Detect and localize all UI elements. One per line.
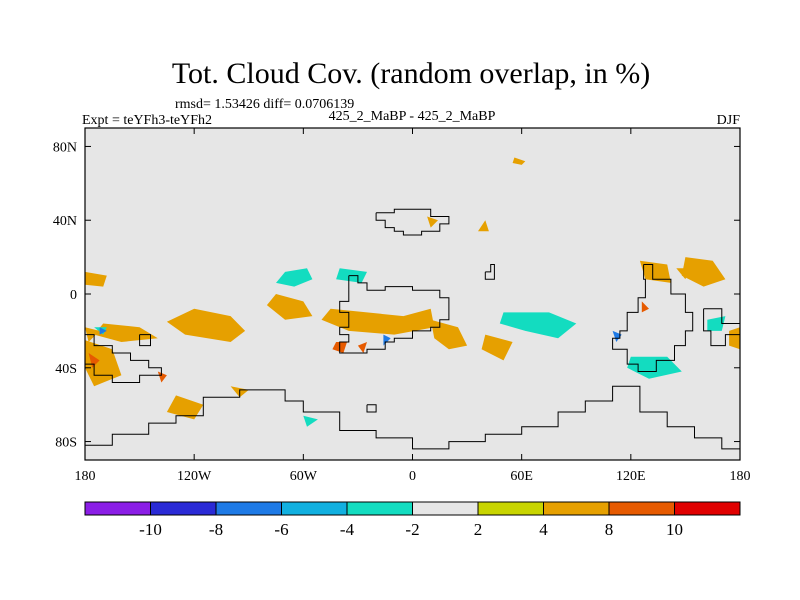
region-orange-north-1 xyxy=(427,216,438,228)
coastline-antarctic-peninsula xyxy=(366,404,377,413)
coastline-central-continent xyxy=(339,275,450,354)
region-olive-antarctic-rim xyxy=(166,395,204,420)
colorbar-label: -8 xyxy=(209,520,223,539)
plot-area xyxy=(84,127,741,461)
colorbar-swatch xyxy=(84,501,151,516)
colorbar-label: -10 xyxy=(139,520,162,539)
stats-line: rmsd= 1.53426 diff= 0.0706139 xyxy=(175,97,354,112)
region-red-south-atlantic-2 xyxy=(357,342,367,353)
region-red-sw-pacific xyxy=(88,353,100,368)
region-cyan-east-rim xyxy=(707,316,726,331)
coastlines xyxy=(84,208,741,460)
region-red-east-rim xyxy=(641,301,649,313)
colorbar-swatch xyxy=(150,501,217,516)
region-olive-east-pacific xyxy=(166,308,246,342)
y-tick-label: 80S xyxy=(55,436,77,451)
region-blue-east-rim xyxy=(612,330,622,342)
x-tick-label: 0 xyxy=(409,469,416,484)
colorbar-label: -2 xyxy=(405,520,419,539)
x-tick-label: 120E xyxy=(616,469,646,484)
coastline-east-continent xyxy=(612,264,694,372)
region-olive-east-rim-2 xyxy=(639,260,671,283)
coastline-antarctica xyxy=(84,385,741,460)
y-axis: 80N 40N 0 40S 80S xyxy=(53,140,740,451)
region-olive-east-rim xyxy=(681,257,726,287)
coastline-pacific-islet xyxy=(139,334,151,347)
y-tick-label: 0 xyxy=(70,288,77,303)
coastline-east-rim-landmass xyxy=(703,308,741,347)
region-olive-far-west xyxy=(85,271,107,287)
region-orange-north-2 xyxy=(478,220,489,232)
region-cyan-se-pacific xyxy=(627,356,682,379)
colorbar-label: -4 xyxy=(340,520,355,539)
region-olive-north-arctic xyxy=(512,157,526,165)
x-tick-label: 180 xyxy=(730,469,751,484)
region-cyan-antarctic xyxy=(303,415,318,427)
region-orange-east-rim-2 xyxy=(676,268,690,280)
y-tick-label: 40S xyxy=(55,362,77,377)
region-olive-africa-n xyxy=(266,294,313,320)
colorbar-swatch xyxy=(543,501,610,516)
region-cyan-indian xyxy=(499,312,577,339)
region-cyan-pacific-n xyxy=(276,268,313,287)
coastline-north-island xyxy=(375,208,450,236)
colorbar-label: 10 xyxy=(666,520,683,539)
region-olive-central-pacific-s xyxy=(94,323,158,342)
case-label: 425_2_MaBP - 425_2_MaBP xyxy=(329,109,496,124)
x-tick-label: 60E xyxy=(510,469,533,484)
x-tick-label: 180 xyxy=(75,469,96,484)
colorbar-swatch xyxy=(608,501,675,516)
colorbar-swatch xyxy=(674,501,741,516)
region-red-pacific-s xyxy=(157,371,167,383)
coastline-north-cape xyxy=(484,264,495,280)
x-tick-label: 60W xyxy=(290,469,318,484)
colorbar-swatch xyxy=(215,501,282,516)
colorbar-swatch xyxy=(412,501,479,516)
season-label: DJF xyxy=(717,113,741,128)
experiment-label: Expt = teYFh3-teYFh2 xyxy=(82,113,212,128)
colorbar-label: 4 xyxy=(539,520,548,539)
colorbar-swatch xyxy=(281,501,348,516)
colorbar-label: 8 xyxy=(605,520,614,539)
region-orange-east-rim xyxy=(729,327,740,350)
x-axis: 180 120W 60W 0 60E 120E 180 xyxy=(75,128,751,484)
colorbar-label: 2 xyxy=(474,520,483,539)
region-olive-atlantic-central xyxy=(321,308,435,335)
chart-title: Tot. Cloud Cov. (random overlap, in %) xyxy=(172,57,650,90)
coastline-sw-pacific-landmass xyxy=(85,334,162,383)
region-olive-indian-s xyxy=(481,334,513,361)
y-tick-label: 80N xyxy=(53,140,77,155)
colorbar-label: -6 xyxy=(274,520,288,539)
colorbar-swatch xyxy=(477,501,544,516)
colorbar: -10 -8 -6 -4 -2 2 4 8 10 xyxy=(84,501,741,539)
colorbar-swatch xyxy=(346,501,413,516)
y-tick-label: 40N xyxy=(53,214,77,229)
x-tick-label: 120W xyxy=(177,469,212,484)
region-blue-sw-pacific xyxy=(99,327,107,335)
